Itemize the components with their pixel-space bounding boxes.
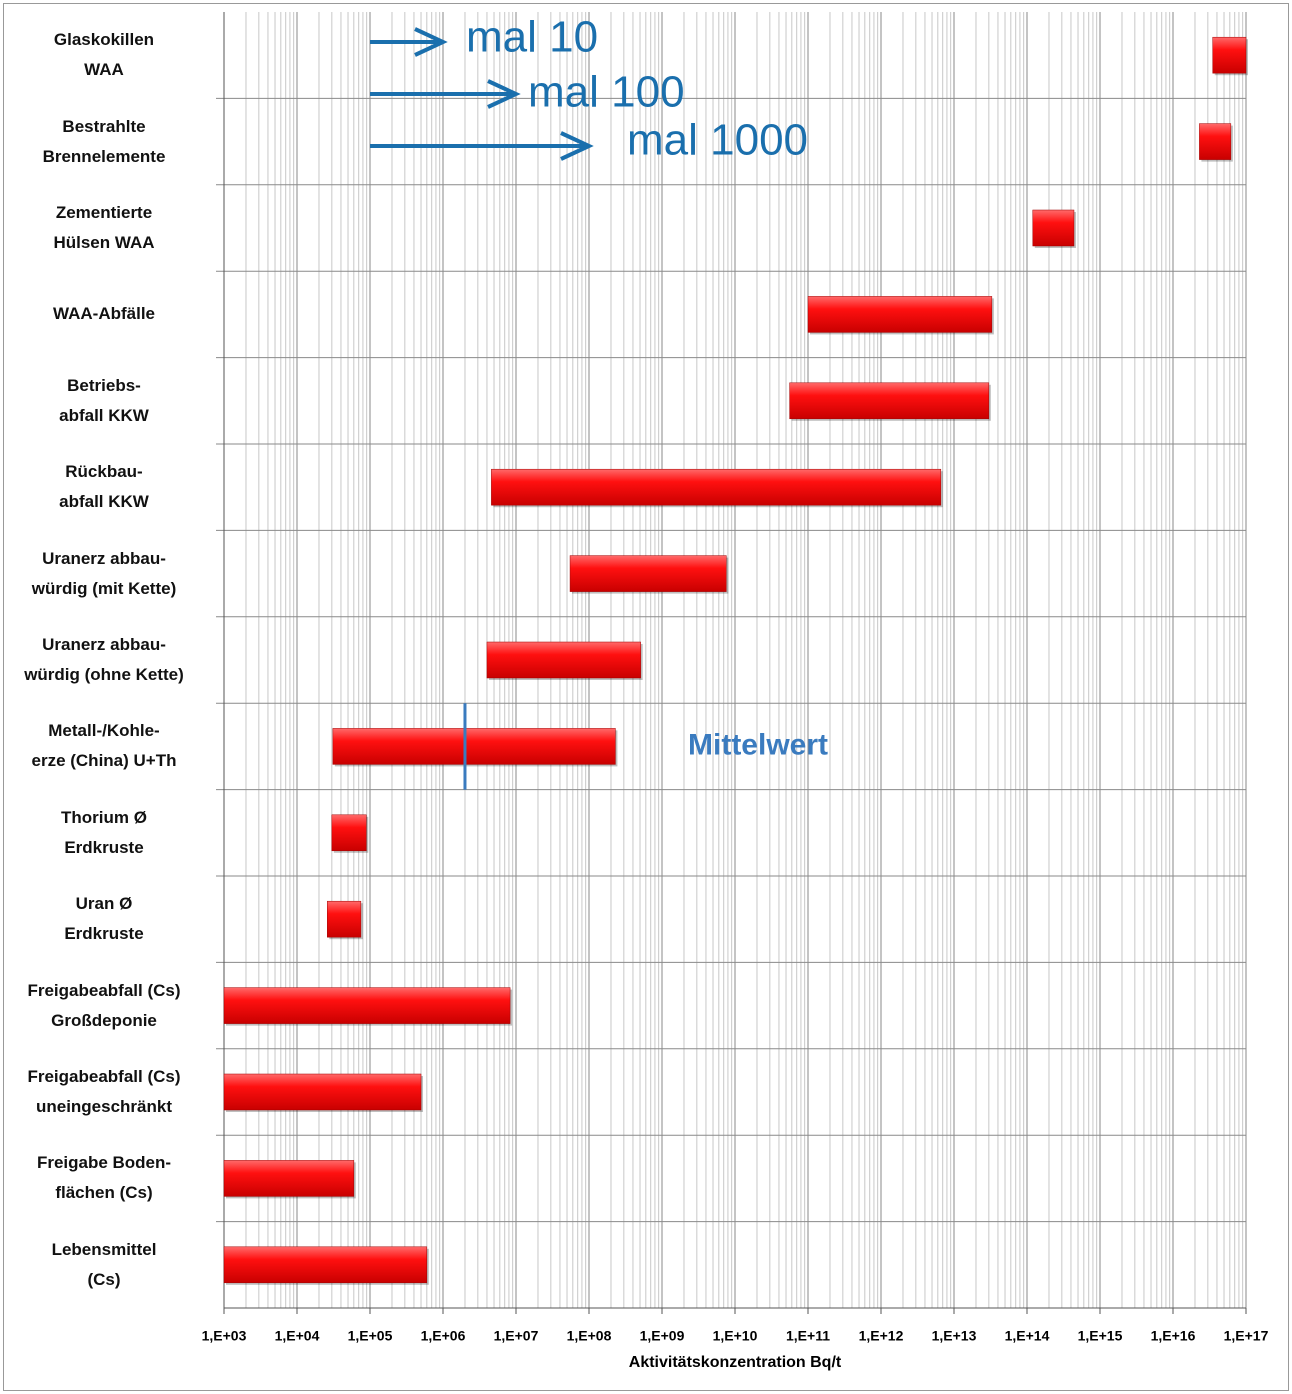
x-tick-label: 1,E+04 xyxy=(275,1328,320,1344)
category-label: Uranerz abbau- würdig (mit Kette) xyxy=(31,548,177,598)
bar xyxy=(569,555,727,592)
x-tick-label: 1,E+03 xyxy=(202,1328,247,1344)
bar xyxy=(1199,123,1232,160)
category-label: Metall-/Kohle- erze (China) U+Th xyxy=(31,721,177,771)
x-tick-label: 1,E+05 xyxy=(348,1328,393,1344)
category-label: Rückbau- abfall KKW xyxy=(59,462,149,512)
bar xyxy=(327,900,362,938)
category-label: Glaskokillen WAA xyxy=(53,30,155,80)
category-label: Bestrahlte Brennelemente xyxy=(42,116,166,166)
category-label: Zementierte Hülsen WAA xyxy=(53,203,155,252)
x-axis-label: Aktivitätskonzentration Bq/t xyxy=(629,1354,842,1371)
x-tick-label: 1,E+14 xyxy=(1005,1328,1050,1344)
bar xyxy=(223,1160,355,1197)
category-label: Freigabeabfall (Cs) Großdeponie xyxy=(27,980,181,1030)
x-tick-label: 1,E+08 xyxy=(567,1328,612,1344)
bar xyxy=(223,1246,428,1284)
bar xyxy=(223,987,511,1024)
x-tick-label: 1,E+11 xyxy=(786,1328,830,1344)
mean-label: Mittelwert xyxy=(688,728,828,761)
annotation: mal 100 xyxy=(528,68,685,117)
category-label: Uran Ø Erdkruste xyxy=(64,894,144,944)
arrow-head xyxy=(560,131,594,161)
bar xyxy=(789,382,990,420)
x-tick-label: 1,E+15 xyxy=(1078,1328,1123,1344)
arrow-head xyxy=(414,27,448,57)
frame xyxy=(3,3,1289,1391)
bar xyxy=(331,814,367,852)
category-label: Freigabeabfall (Cs) uneingeschränkt xyxy=(27,1067,181,1116)
category-label: Lebensmittel (Cs) xyxy=(51,1239,157,1289)
x-tick-label: 1,E+06 xyxy=(421,1328,466,1344)
bar xyxy=(223,1073,422,1111)
bar xyxy=(332,728,616,765)
category-label: Freigabe Boden- flächen (Cs) xyxy=(36,1153,172,1203)
bar xyxy=(1212,36,1247,74)
bar xyxy=(1032,209,1075,247)
x-tick-label: 1,E+16 xyxy=(1151,1328,1196,1344)
x-tick-label: 1,E+17 xyxy=(1224,1328,1269,1344)
category-label: Uranerz abbau- würdig (ohne Kette) xyxy=(24,635,184,684)
bar xyxy=(486,641,641,679)
category-label: WAA-Abfälle xyxy=(53,304,155,324)
x-tick-label: 1,E+13 xyxy=(932,1328,977,1344)
x-tick-label: 1,E+10 xyxy=(713,1328,758,1344)
category-label: Betriebs- abfall KKW xyxy=(59,375,149,425)
x-tick-label: 1,E+09 xyxy=(640,1328,685,1344)
bar xyxy=(491,468,942,506)
annotation: mal 10 xyxy=(466,13,598,62)
x-tick-label: 1,E+12 xyxy=(859,1328,904,1344)
bar xyxy=(807,296,993,333)
x-tick-label: 1,E+07 xyxy=(494,1328,539,1344)
annotation: mal 1000 xyxy=(627,116,808,165)
category-label: Thorium Ø Erdkruste xyxy=(61,807,147,857)
arrow-head xyxy=(487,79,521,109)
